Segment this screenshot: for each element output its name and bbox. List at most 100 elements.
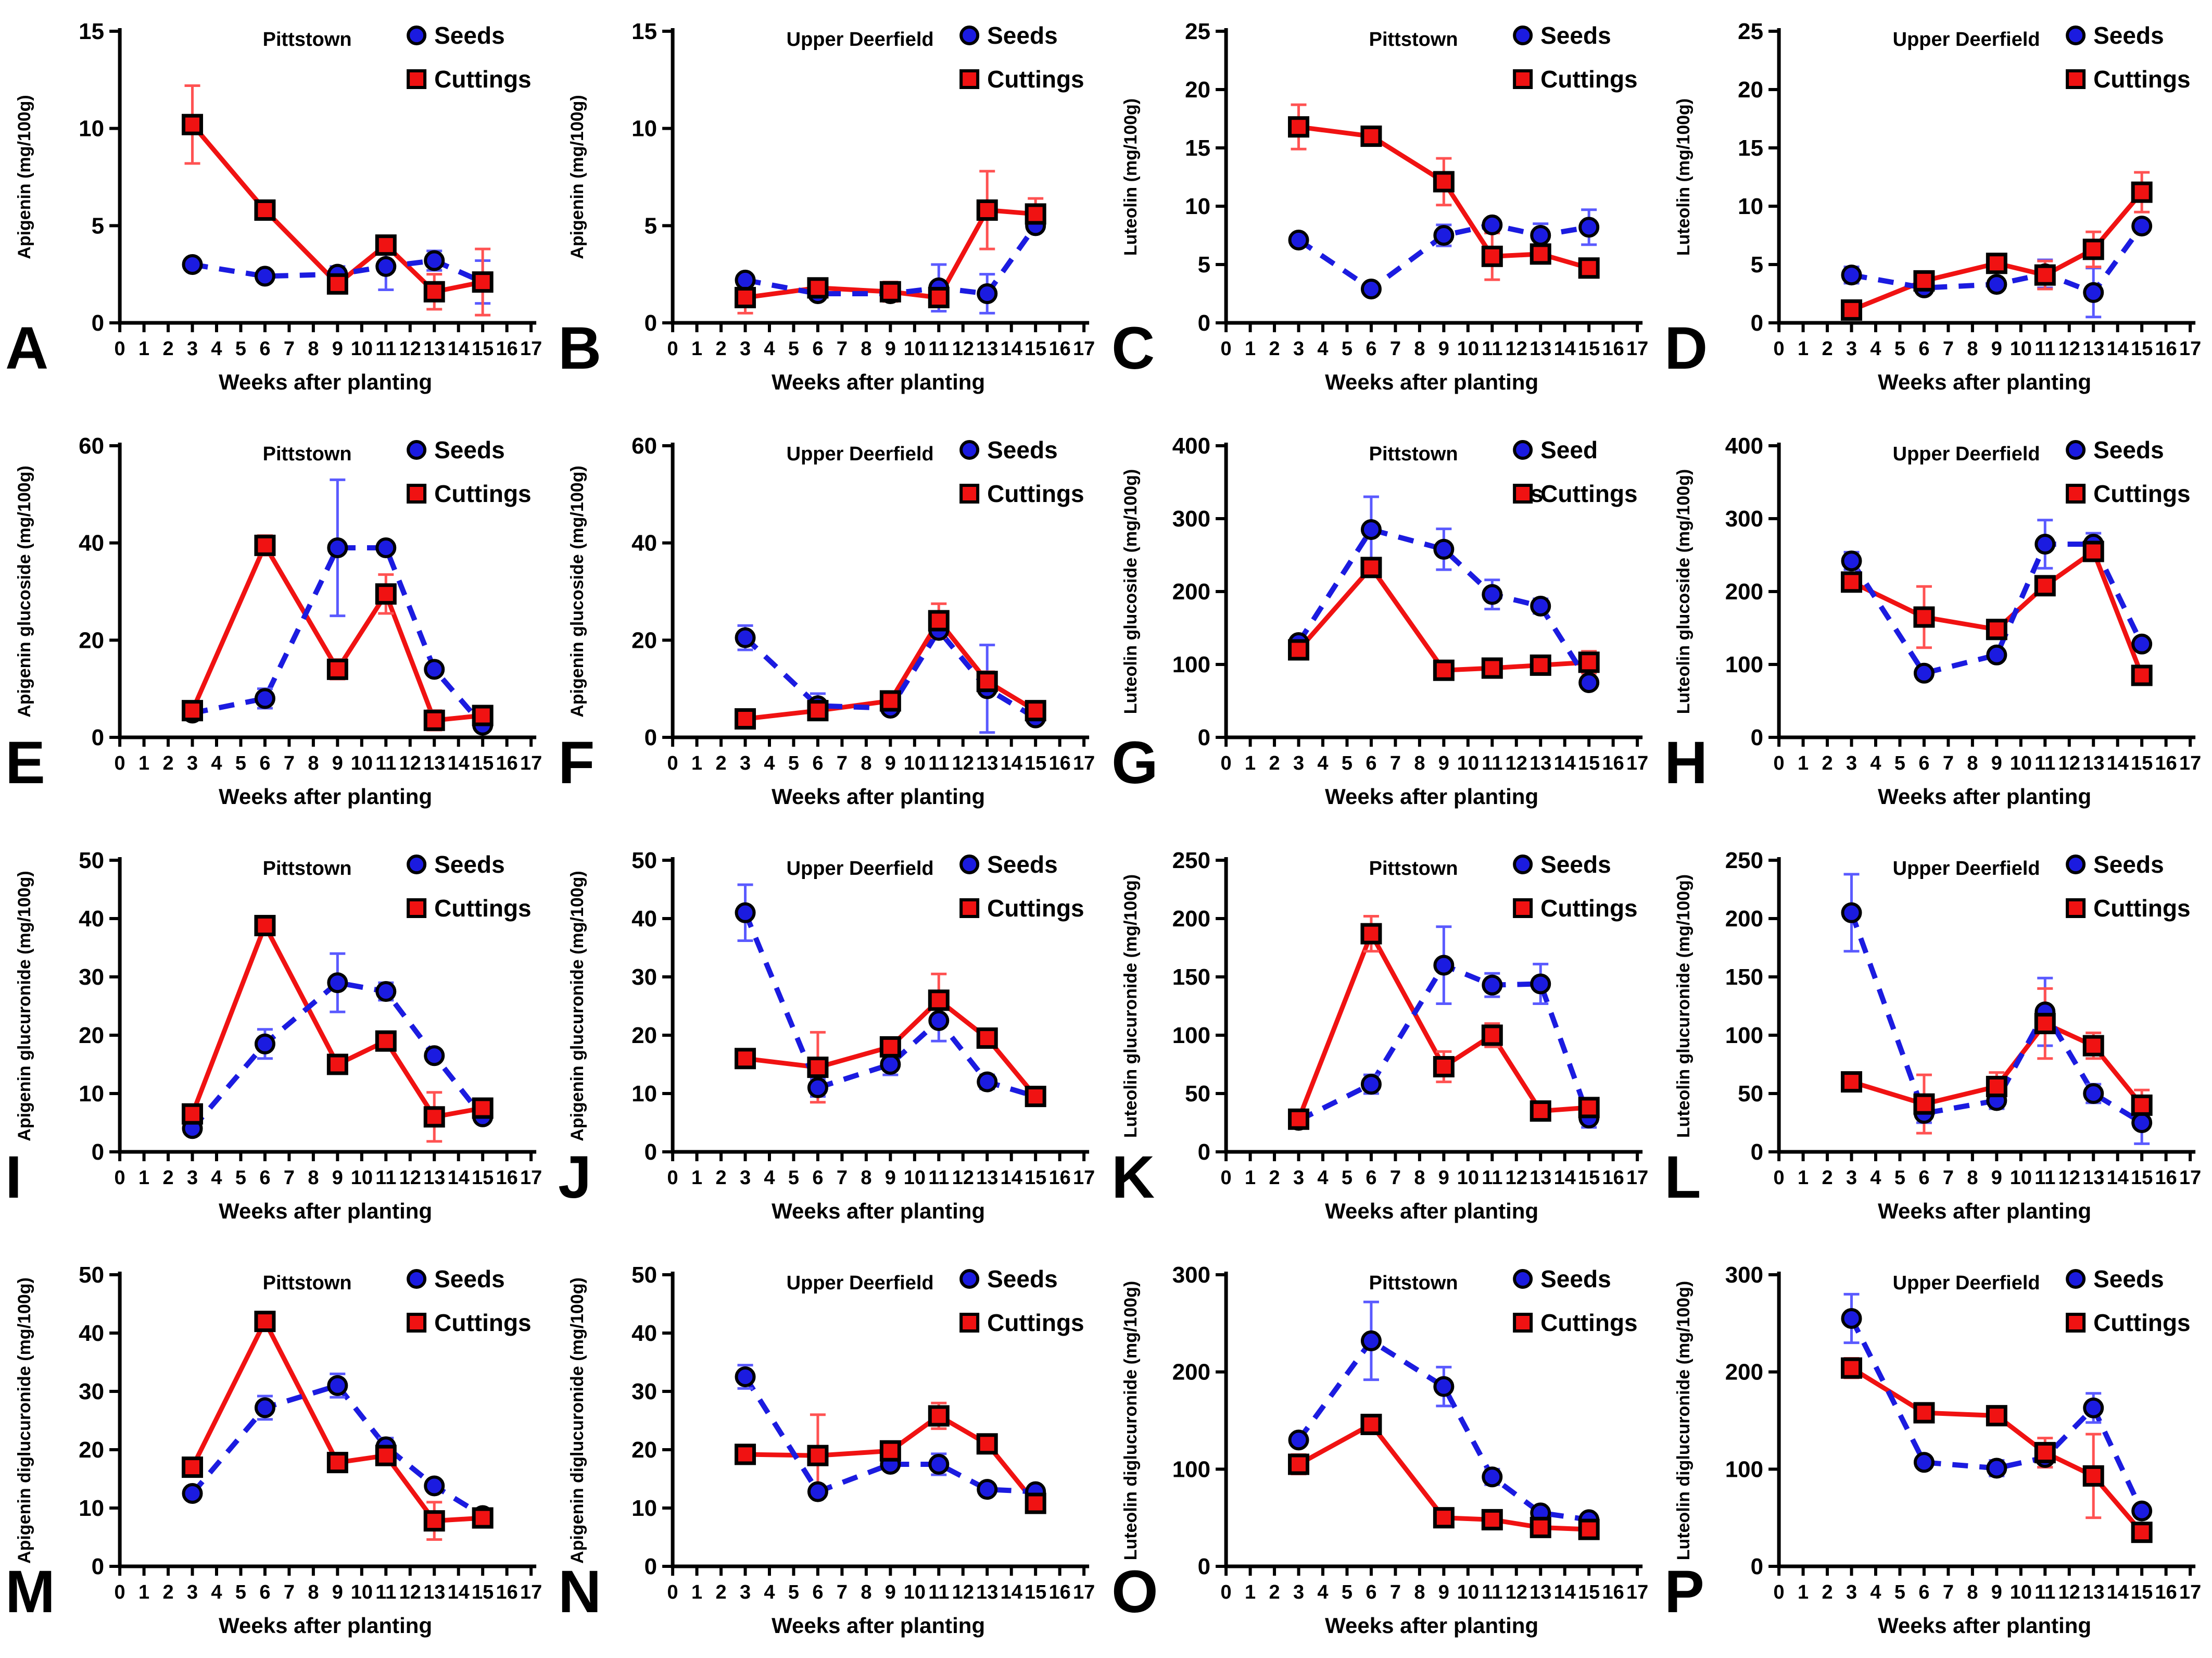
seeds-point xyxy=(424,250,445,271)
seeds-point xyxy=(2131,1112,2152,1133)
legend-cuttings-marker-icon xyxy=(2065,69,2085,89)
cuttings-point xyxy=(880,690,902,712)
x-tick-label: 7 xyxy=(837,338,848,360)
cuttings-point xyxy=(976,1027,998,1049)
x-tick-label: 9 xyxy=(332,1581,343,1603)
x-tick-label: 0 xyxy=(1220,1167,1231,1189)
x-tick-label: 5 xyxy=(1894,338,1905,360)
x-tick-label: 7 xyxy=(1389,338,1400,360)
cuttings-point xyxy=(1530,1100,1551,1122)
cuttings-point xyxy=(976,1433,998,1455)
cuttings-point xyxy=(375,1030,397,1052)
y-tick-label: 0 xyxy=(92,310,104,336)
x-tick-label: 8 xyxy=(861,752,872,774)
cuttings-point xyxy=(1840,571,1862,593)
cuttings-point xyxy=(1986,619,2007,640)
cuttings-point xyxy=(1986,1405,2007,1427)
seeds-line xyxy=(743,1375,1036,1495)
x-tick-label: 7 xyxy=(1943,338,1954,360)
y-tick-label: 50 xyxy=(1185,1081,1210,1107)
panel-letter: I xyxy=(5,1144,22,1211)
y-tick-label: 30 xyxy=(631,1379,657,1404)
cuttings-point xyxy=(1986,1076,2007,1098)
y-axis-label: Luteolin glucuronide (mg/100g) xyxy=(1674,874,1693,1138)
x-tick-label: 15 xyxy=(472,1167,494,1189)
x-tick-label: 12 xyxy=(1505,1167,1527,1189)
legend-cuttings-marker-icon xyxy=(2065,1313,2085,1333)
x-tick-label: 15 xyxy=(2131,1167,2153,1189)
seeds-point xyxy=(807,1077,829,1098)
panel-title: Pittstown xyxy=(1369,29,1458,51)
y-tick-label: 100 xyxy=(1172,652,1210,677)
x-tick-label: 1 xyxy=(138,338,149,360)
y-tick-label: 60 xyxy=(79,433,104,459)
x-tick-label: 6 xyxy=(1918,338,1929,360)
cuttings-point xyxy=(472,1097,494,1119)
x-tick-label: 17 xyxy=(1626,1167,1648,1189)
x-tick-label: 5 xyxy=(235,338,246,360)
panel-letter: B xyxy=(558,315,601,382)
panel-O-chart: 0 1 2 3 4 5 6 7 8 9 10 11 12 13 14 15 16 170100200300Week… xyxy=(1111,1262,1648,1638)
legend-seeds-marker-icon xyxy=(2065,26,2085,45)
y-axis-label: Apigenin glucuronide (mg/100g) xyxy=(567,871,587,1141)
seeds-point xyxy=(1360,1330,1382,1351)
x-tick-label: 11 xyxy=(2034,752,2055,774)
legend-seeds-marker-icon xyxy=(959,440,980,460)
seeds-point xyxy=(254,266,275,287)
x-tick-label: 2 xyxy=(716,1167,727,1189)
panel-letter: K xyxy=(1111,1144,1155,1211)
seeds-line xyxy=(190,1383,484,1518)
seeds-line xyxy=(1849,1317,2144,1512)
x-tick-label: 15 xyxy=(1025,1581,1046,1603)
x-tick-label: 8 xyxy=(861,1167,872,1189)
x-tick-label: 0 xyxy=(115,1167,125,1189)
x-tick-label: 1 xyxy=(1798,752,1809,774)
legend-seeds-label: Seeds xyxy=(1540,1265,1611,1292)
legend-seeds-marker-icon xyxy=(1512,1269,1533,1289)
y-tick-label: 15 xyxy=(79,19,104,44)
seeds-line xyxy=(190,979,485,1131)
seeds-point xyxy=(1360,1074,1382,1095)
legend-seeds-marker-icon xyxy=(407,26,427,45)
panel-I-chart: 0 1 2 3 4 5 6 7 8 9 10 11 12 13 14 15 16 1701020304050Wee… xyxy=(5,848,542,1223)
x-tick-label: 14 xyxy=(1553,1167,1575,1189)
cuttings-point xyxy=(423,281,445,303)
x-tick-label: 6 xyxy=(1366,338,1376,360)
seeds-point xyxy=(1481,214,1502,235)
cuttings-point xyxy=(928,989,950,1011)
x-tick-label: 13 xyxy=(1530,752,1551,774)
seeds-point xyxy=(254,688,275,709)
x-tick-label: 3 xyxy=(187,1167,198,1189)
seeds-point xyxy=(1433,1376,1454,1397)
y-tick-label: 200 xyxy=(1725,579,1763,605)
cuttings-point xyxy=(2034,1442,2056,1464)
seeds-line xyxy=(192,545,485,727)
x-tick-label: 1 xyxy=(138,1581,149,1603)
x-tick-label: 16 xyxy=(496,752,518,774)
x-axis-label: Weeks after planting xyxy=(772,1199,985,1223)
y-tick-label: 5 xyxy=(92,213,104,238)
x-tick-label: 2 xyxy=(162,752,173,774)
x-tick-label: 11 xyxy=(375,1581,396,1603)
y-axis-label: Luteolin glucuronide (mg/100g) xyxy=(1121,874,1141,1138)
legend-cuttings-marker-icon xyxy=(2065,484,2085,504)
x-tick-label: 15 xyxy=(1578,338,1600,360)
cuttings-point xyxy=(1025,203,1046,225)
x-tick-label: 1 xyxy=(691,1581,702,1603)
panel-title: Pittstown xyxy=(1369,858,1458,880)
seeds-line xyxy=(1851,224,2144,296)
y-tick-label: 5 xyxy=(1197,252,1210,278)
x-tick-label: 12 xyxy=(952,1167,974,1189)
legend-seeds-label: Seeds xyxy=(987,851,1058,878)
legend-seeds-marker-icon xyxy=(2065,855,2085,874)
x-tick-label: 11 xyxy=(375,752,396,774)
x-axis-label: Weeks after planting xyxy=(219,370,432,394)
cuttings-point xyxy=(735,708,756,730)
legend-seeds-marker-icon xyxy=(1512,26,1533,45)
x-tick-label: 8 xyxy=(1414,752,1425,774)
x-tick-label: 6 xyxy=(1366,1167,1376,1189)
y-tick-label: 30 xyxy=(79,964,104,990)
cuttings-point xyxy=(1840,299,1862,321)
cuttings-point xyxy=(1481,1509,1503,1530)
